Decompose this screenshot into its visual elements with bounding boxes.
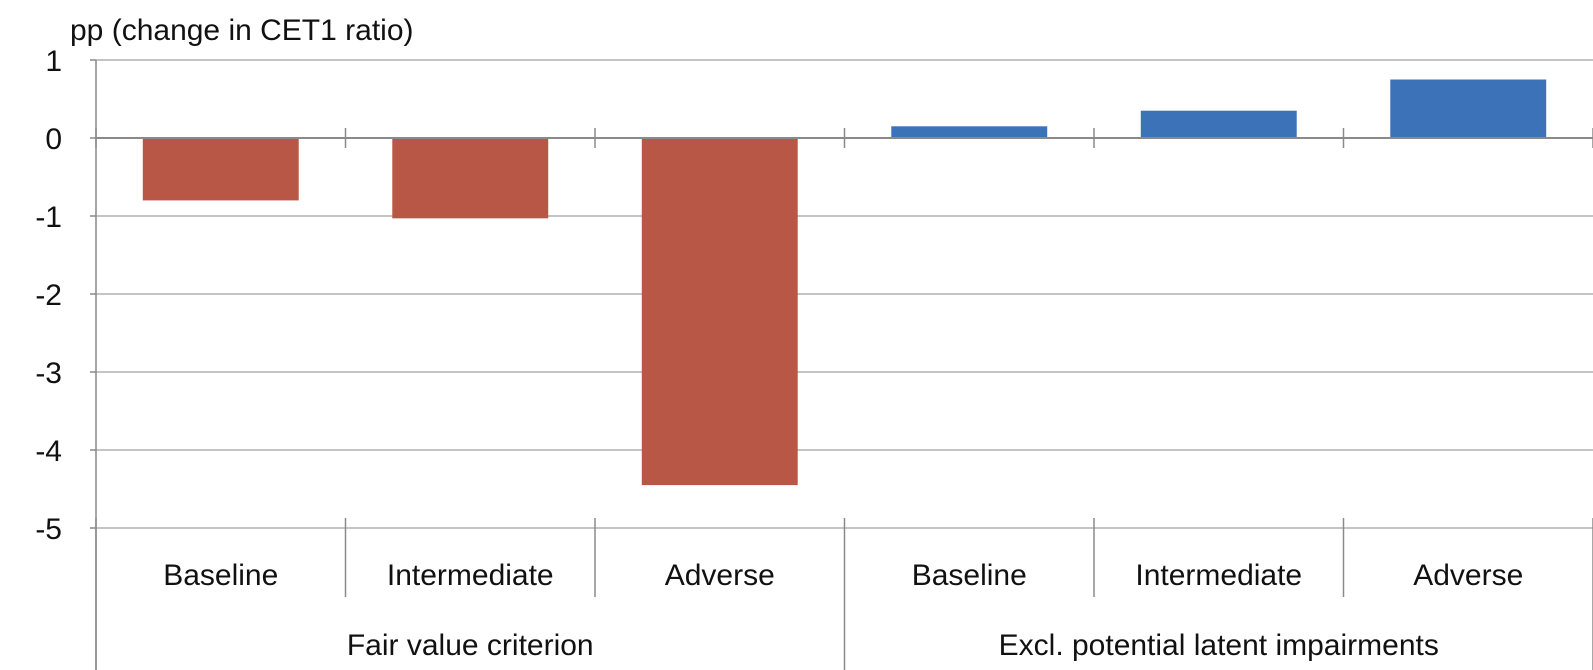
bar [142, 138, 299, 201]
bar [891, 126, 1048, 138]
bar [1390, 79, 1547, 138]
bar [641, 138, 798, 486]
y-tick-labels: 1 0 -1 -2 -3 -4 -5 [35, 45, 62, 546]
y-tick-label: -1 [35, 201, 62, 234]
category-label: Baseline [163, 559, 278, 592]
category-label: Adverse [665, 559, 775, 592]
y-tick-label: -4 [35, 435, 62, 468]
y-axis-label: pp (change in CET1 ratio) [70, 14, 414, 47]
bar [1140, 110, 1297, 138]
category-label: Adverse [1413, 559, 1523, 592]
category-labels: Baseline Intermediate Adverse Baseline Inter… [163, 559, 1523, 592]
y-tick-label: -2 [35, 279, 62, 312]
bars [142, 79, 1547, 486]
y-tick-label: 0 [45, 123, 62, 156]
y-tick-label: -3 [35, 357, 62, 390]
group-label: Excl. potential latent impairments [999, 629, 1439, 662]
group-labels: Fair value criterion Excl. potential late… [347, 629, 1439, 662]
group-label: Fair value criterion [347, 629, 594, 662]
category-label: Intermediate [387, 559, 554, 592]
y-tick-label: 1 [45, 45, 62, 78]
axes [90, 59, 1593, 670]
y-tick-label: -5 [35, 513, 62, 546]
bar [392, 138, 549, 219]
category-label: Baseline [912, 559, 1027, 592]
category-label: Intermediate [1135, 559, 1302, 592]
